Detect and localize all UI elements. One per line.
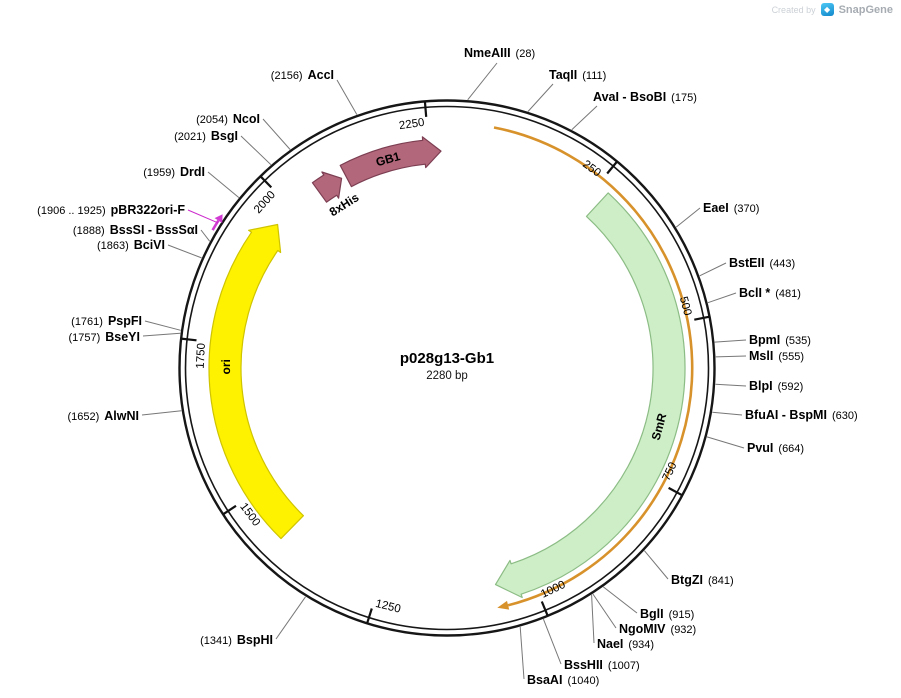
leader-line-pvui bbox=[706, 436, 745, 449]
enzyme-label-bseyi[interactable]: (1757) BseYI bbox=[68, 330, 140, 344]
leader-line-bcivi bbox=[167, 244, 202, 259]
feature-arrow-smr[interactable] bbox=[494, 192, 686, 599]
tick-label-500: 500 bbox=[677, 295, 693, 317]
plasmid-ring-outer bbox=[178, 99, 716, 637]
leader-line-bfuai-bspmi bbox=[712, 411, 743, 416]
leader-line-pspfi bbox=[144, 320, 181, 331]
leader-line-bsteii bbox=[699, 262, 727, 277]
leader-line-bsphi bbox=[275, 596, 306, 640]
leader-line-bgli bbox=[602, 586, 638, 614]
enzyme-label-pbr322ori-f[interactable]: (1906 .. 1925) pBR322ori-F bbox=[37, 203, 185, 217]
feature-arrow-his8[interactable] bbox=[311, 171, 343, 203]
enzyme-label-avai-bsobi[interactable]: AvaI - BsoBI (175) bbox=[593, 90, 697, 104]
enzyme-label-pspfi[interactable]: (1761) PspFI bbox=[71, 314, 142, 328]
tick-label-2000: 2000 bbox=[252, 189, 278, 216]
feature-arc-head-smr-cassette bbox=[497, 600, 510, 610]
enzyme-label-ncoi[interactable]: (2054) NcoI bbox=[196, 112, 260, 126]
leader-line-btgzi bbox=[644, 550, 669, 580]
plasmid-name: p028g13-Gb1 bbox=[399, 350, 495, 367]
leader-line-bpmi bbox=[714, 339, 747, 343]
enzyme-label-bsphi[interactable]: (1341) BspHI bbox=[200, 633, 273, 647]
enzyme-label-alwni[interactable]: (1652) AlwNI bbox=[67, 409, 139, 423]
tick-mark-500 bbox=[694, 315, 710, 321]
enzyme-label-naei[interactable]: NaeI (934) bbox=[597, 637, 654, 651]
enzyme-label-bsgi[interactable]: (2021) BsgI bbox=[174, 129, 238, 143]
enzyme-label-nmeaiii[interactable]: NmeAIII (28) bbox=[464, 46, 535, 60]
plasmid-ring-inner bbox=[184, 105, 710, 631]
feature-arc-pbr322ori-f[interactable] bbox=[211, 219, 220, 231]
tick-label-1750: 1750 bbox=[195, 343, 208, 369]
tick-label-2250: 2250 bbox=[398, 117, 425, 133]
tick-mark-1500 bbox=[222, 504, 237, 516]
feature-arc-smr-cassette[interactable] bbox=[493, 126, 694, 607]
tick-mark-750 bbox=[668, 486, 683, 497]
enzyme-label-eaei[interactable]: EaeI (370) bbox=[703, 201, 759, 215]
leader-line-msli bbox=[715, 355, 747, 358]
leader-line-bsshii bbox=[542, 618, 562, 665]
feature-arrow-ori[interactable] bbox=[208, 223, 304, 540]
enzyme-label-pvui[interactable]: PvuI (664) bbox=[747, 441, 804, 455]
leader-line-naei bbox=[591, 594, 595, 644]
leader-line-acci bbox=[336, 79, 358, 115]
leader-line-bcli bbox=[707, 292, 737, 304]
feature-label-gb1: GB1 bbox=[374, 149, 402, 169]
created-by-text: Created by bbox=[771, 4, 816, 15]
enzyme-label-bsaai[interactable]: BsaAI (1040) bbox=[527, 673, 599, 687]
feature-label-ori: ori bbox=[219, 359, 233, 374]
plasmid-title-block: p028g13-Gb1 2280 bp bbox=[400, 350, 494, 382]
leader-line-bsaai bbox=[519, 626, 525, 680]
tick-mark-1750 bbox=[180, 337, 197, 342]
plasmid-size: 2280 bp bbox=[426, 370, 468, 382]
tick-label-1250: 1250 bbox=[374, 598, 402, 616]
leader-line-blpi bbox=[715, 383, 747, 387]
enzyme-label-acci[interactable]: (2156) AccI bbox=[271, 68, 334, 82]
leader-line-drdi bbox=[207, 171, 240, 198]
tick-mark-250 bbox=[606, 160, 618, 175]
leader-line-avai-bsobi bbox=[571, 105, 598, 131]
tick-mark-2250 bbox=[423, 101, 428, 117]
enzyme-label-bpmi[interactable]: BpmI (535) bbox=[749, 333, 811, 347]
leader-line-ngomiv bbox=[592, 593, 617, 629]
leader-line-bsssi-bsss-i bbox=[200, 229, 211, 242]
leader-line-bsgi bbox=[240, 135, 272, 166]
leader-line-ncoi bbox=[262, 118, 291, 150]
enzyme-label-bcli[interactable]: BclI * (481) bbox=[739, 286, 801, 300]
tick-mark-2000 bbox=[259, 175, 273, 189]
enzyme-label-taqii[interactable]: TaqII (111) bbox=[549, 68, 606, 82]
enzyme-label-bcivi[interactable]: (1863) BciVI bbox=[97, 238, 165, 252]
tick-mark-1250 bbox=[366, 608, 373, 624]
enzyme-label-drdi[interactable]: (1959) DrdI bbox=[143, 165, 205, 179]
leader-line-taqii bbox=[527, 83, 554, 112]
enzyme-label-blpi[interactable]: BlpI (592) bbox=[749, 379, 803, 393]
snapgene-credit: Created by ◆ SnapGene bbox=[772, 3, 893, 16]
enzyme-label-bsshii[interactable]: BssHII (1007) bbox=[564, 658, 640, 672]
snapgene-logo-icon: ◆ bbox=[820, 3, 834, 16]
leader-line-bseyi bbox=[142, 332, 181, 337]
leader-line-alwni bbox=[141, 410, 182, 416]
enzyme-label-bgli[interactable]: BglI (915) bbox=[640, 607, 694, 621]
leader-line-nmeaiii bbox=[467, 62, 498, 101]
feature-arrow-gb1[interactable] bbox=[339, 136, 442, 188]
tick-mark-1000 bbox=[540, 601, 549, 617]
enzyme-label-btgzi[interactable]: BtgZI (841) bbox=[671, 573, 734, 587]
enzyme-label-bsssi-bsss-i[interactable]: (1888) BssSI - BssSαI bbox=[73, 223, 198, 237]
snapgene-brand-name: SnapGene bbox=[838, 3, 893, 16]
enzyme-label-bfuai-bspmi[interactable]: BfuAI - BspMI (630) bbox=[745, 408, 858, 422]
enzyme-label-ngomiv[interactable]: NgoMIV (932) bbox=[619, 622, 696, 636]
enzyme-label-bsteii[interactable]: BstEII (443) bbox=[729, 256, 795, 270]
feature-arc-head-pbr322ori-f bbox=[214, 214, 223, 223]
leader-line-eaei bbox=[675, 207, 701, 228]
enzyme-label-msli[interactable]: MslI (555) bbox=[749, 349, 804, 363]
leader-line-pbr322ori-f bbox=[187, 209, 219, 224]
